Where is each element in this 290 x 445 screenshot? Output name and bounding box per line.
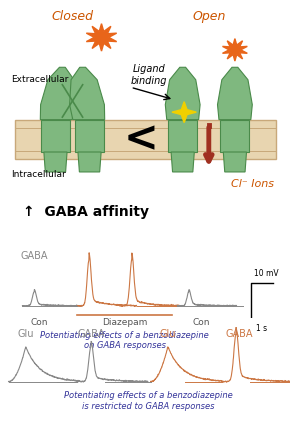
Polygon shape <box>40 67 75 120</box>
Polygon shape <box>86 24 117 51</box>
Polygon shape <box>223 152 246 172</box>
Polygon shape <box>165 67 200 120</box>
Polygon shape <box>41 120 70 152</box>
Text: GABA: GABA <box>21 251 48 261</box>
Polygon shape <box>171 152 194 172</box>
Polygon shape <box>220 120 249 152</box>
Text: 10 mV: 10 mV <box>254 269 278 278</box>
Polygon shape <box>218 67 252 120</box>
Bar <box>14 120 276 159</box>
Polygon shape <box>222 39 247 61</box>
Text: Con: Con <box>192 318 210 327</box>
Text: <: < <box>123 118 158 161</box>
Polygon shape <box>168 120 197 152</box>
Polygon shape <box>70 67 105 120</box>
Text: Extracellular: Extracellular <box>12 75 69 84</box>
Text: GABA: GABA <box>77 329 105 339</box>
Text: Closed: Closed <box>52 10 93 23</box>
Text: Open: Open <box>192 10 226 23</box>
Polygon shape <box>44 152 67 172</box>
Text: Potentiating effects of a benzodiazepine
on GABA responses: Potentiating effects of a benzodiazepine… <box>40 331 209 350</box>
Text: 1 s: 1 s <box>256 324 267 332</box>
Text: Intracellular: Intracellular <box>12 170 66 179</box>
Text: Glu: Glu <box>160 329 176 339</box>
Text: Cl⁻ Ions: Cl⁻ Ions <box>231 179 274 190</box>
Polygon shape <box>75 120 104 152</box>
Polygon shape <box>172 101 196 123</box>
Text: Glu: Glu <box>17 329 34 339</box>
Text: Diazepam: Diazepam <box>102 318 147 327</box>
Text: ↑  GABA affinity: ↑ GABA affinity <box>23 205 149 219</box>
Text: Ligand
binding: Ligand binding <box>131 64 168 85</box>
Text: Con: Con <box>30 318 48 327</box>
Text: Potentiating effects of a benzodiazepine
is restricted to GABA responses: Potentiating effects of a benzodiazepine… <box>64 391 232 411</box>
Text: GABA: GABA <box>225 329 253 339</box>
Polygon shape <box>78 152 101 172</box>
